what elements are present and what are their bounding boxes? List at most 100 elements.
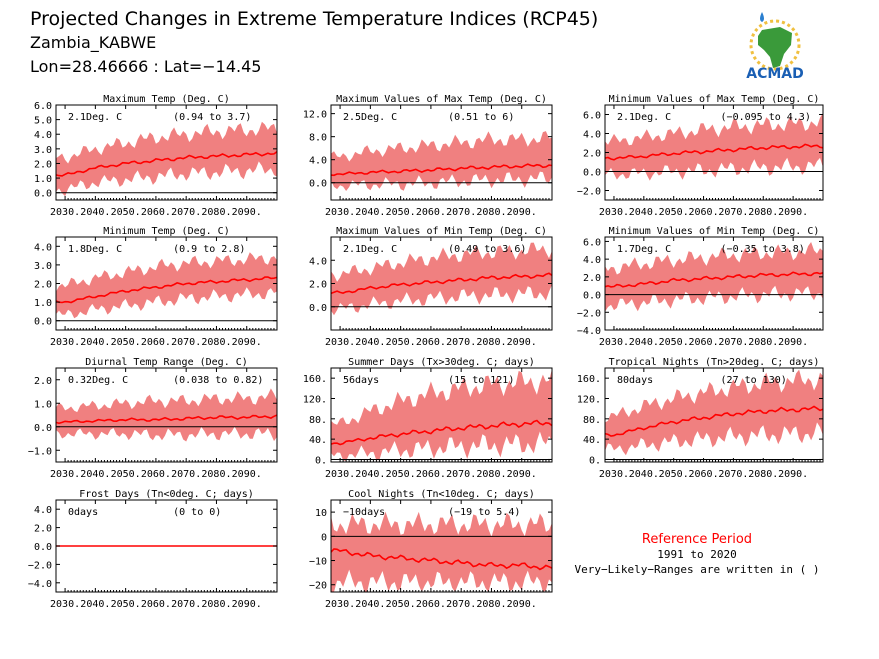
- x-tick-label: 2030.: [599, 337, 629, 348]
- y-tick-label: 2.0: [583, 273, 601, 284]
- y-tick-label: −2.0: [577, 308, 601, 319]
- x-tick-label: 2090.: [232, 599, 262, 610]
- y-tick-label: 1.0: [34, 298, 52, 309]
- y-tick-label: 0.0: [34, 189, 52, 200]
- range-label: (15 to 121): [448, 375, 514, 386]
- x-tick-label: 2080.: [476, 337, 506, 348]
- range-label: (0 to 0): [173, 507, 221, 518]
- x-tick-label: 2050.: [386, 207, 416, 218]
- x-tick-label: 2090.: [507, 207, 537, 218]
- mean-change-label: −10days: [343, 507, 385, 518]
- plot-frame: [55, 104, 278, 201]
- x-tick-label: 2040.: [80, 599, 110, 610]
- y-tick-label: 160.: [577, 374, 601, 385]
- x-tick-label: 2060.: [416, 469, 446, 480]
- y-tick-label: 12.0: [303, 110, 327, 121]
- x-tick-label: 2040.: [629, 207, 659, 218]
- x-tick-label: 2070.: [446, 207, 476, 218]
- chart-panel: 4.0 2.0 0.0 −2.0 −4.0 2030. 2040. 2050. 2060. 207…: [28, 489, 278, 610]
- y-tick-label: 2.0: [583, 149, 601, 160]
- x-tick-label: 2080.: [476, 469, 506, 480]
- x-tick-label: 2050.: [386, 337, 416, 348]
- plot-frame: [330, 499, 553, 593]
- x-tick-label: 2080.: [748, 207, 778, 218]
- y-tick-label: 4.0: [309, 156, 327, 167]
- x-tick-label: 2060.: [688, 469, 718, 480]
- x-tick-label: 2030.: [325, 469, 355, 480]
- y-tick-label: 160.: [303, 374, 327, 385]
- x-tick-label: 2070.: [718, 469, 748, 480]
- page-title: Projected Changes in Extreme Temperature…: [30, 8, 598, 30]
- x-tick-label: 2040.: [355, 337, 385, 348]
- x-tick-label: 2080.: [201, 599, 231, 610]
- mean-change-label: 2.1Deg. C: [68, 112, 122, 123]
- x-tick-label: 2080.: [748, 469, 778, 480]
- logo-africa-icon: [758, 27, 792, 68]
- x-tick-label: 2080.: [476, 207, 506, 218]
- x-tick-label: 2050.: [111, 599, 141, 610]
- x-tick-label: 2060.: [688, 337, 718, 348]
- mean-line: [604, 405, 824, 437]
- y-tick-label: −20: [309, 581, 327, 592]
- y-tick-label: 8.0: [309, 133, 327, 144]
- y-tick-label: 5.0: [34, 116, 52, 127]
- chart-title: Minimum Values of Min Temp (Deg. C): [609, 226, 820, 237]
- logo-drop-icon: [760, 12, 764, 22]
- x-tick-label: 2030.: [50, 469, 80, 480]
- x-tick-label: 2080.: [201, 469, 231, 480]
- range-label: (27 to 130): [721, 375, 787, 386]
- range-label: (−19 to 5.4): [448, 507, 520, 518]
- y-tick-label: 120.: [577, 394, 601, 405]
- x-tick-label: 2060.: [416, 599, 446, 610]
- range-label: (−0.35 to 3.8): [721, 244, 805, 255]
- y-tick-label: 2.0: [34, 280, 52, 291]
- x-tick-label: 2080.: [476, 599, 506, 610]
- y-tick-label: −10: [309, 557, 327, 568]
- range-label: (0.038 to 0.82): [173, 375, 263, 386]
- x-tick-label: 2030.: [325, 337, 355, 348]
- range-label: (0.9 to 2.8): [173, 244, 245, 255]
- x-tick-label: 2060.: [141, 599, 171, 610]
- y-tick-label: 3.0: [34, 145, 52, 156]
- mean-change-label: 1.8Deg. C: [68, 244, 122, 255]
- x-tick-label: 2070.: [446, 337, 476, 348]
- mean-change-label: 2.1Deg. C: [343, 244, 397, 255]
- chart-panel: 6.0 5.0 4.0 3.0 2.0 1.0 0.0 2030. 2040. 2050. 2060…: [34, 94, 278, 218]
- chart-panel: 6.0 4.0 2.0 0.0 −2.0 2030. 2040. 2050. 2060. 2070…: [577, 94, 824, 218]
- range-label: (0.51 to 6): [448, 112, 514, 123]
- y-tick-label: 0.0: [34, 317, 52, 328]
- y-tick-label: 1.0: [34, 399, 52, 410]
- plot-frame: [330, 367, 553, 463]
- x-tick-label: 2040.: [355, 207, 385, 218]
- x-tick-label: 2090.: [778, 207, 808, 218]
- x-tick-label: 2040.: [80, 337, 110, 348]
- mean-line: [330, 272, 553, 295]
- x-tick-label: 2060.: [416, 207, 446, 218]
- x-tick-label: 2070.: [171, 207, 201, 218]
- y-tick-label: 3.0: [34, 261, 52, 272]
- y-tick-label: 2.0: [34, 376, 52, 387]
- y-tick-label: 0.0: [583, 291, 601, 302]
- chart-title: Summer Days (Tx>30deg. C; days): [348, 357, 535, 368]
- y-tick-label: 4.0: [583, 130, 601, 141]
- chart-title: Minimum Temp (Deg. C): [103, 226, 229, 237]
- x-tick-label: 2070.: [446, 469, 476, 480]
- x-tick-label: 2060.: [141, 469, 171, 480]
- x-tick-label: 2050.: [386, 469, 416, 480]
- y-tick-label: 10: [315, 508, 327, 519]
- x-tick-label: 2030.: [50, 207, 80, 218]
- x-tick-label: 2070.: [171, 469, 201, 480]
- x-tick-label: 2090.: [507, 469, 537, 480]
- range-band: [56, 388, 277, 442]
- mean-change-label: 0.32Deg. C: [68, 375, 128, 386]
- y-tick-label: 0.0: [583, 168, 601, 179]
- x-tick-label: 2030.: [50, 337, 80, 348]
- x-tick-label: 2040.: [355, 599, 385, 610]
- y-tick-label: 2.0: [309, 280, 327, 291]
- range-band: [605, 112, 823, 181]
- x-tick-label: 2030.: [599, 469, 629, 480]
- mean-line: [330, 419, 553, 446]
- x-tick-label: 2090.: [232, 207, 262, 218]
